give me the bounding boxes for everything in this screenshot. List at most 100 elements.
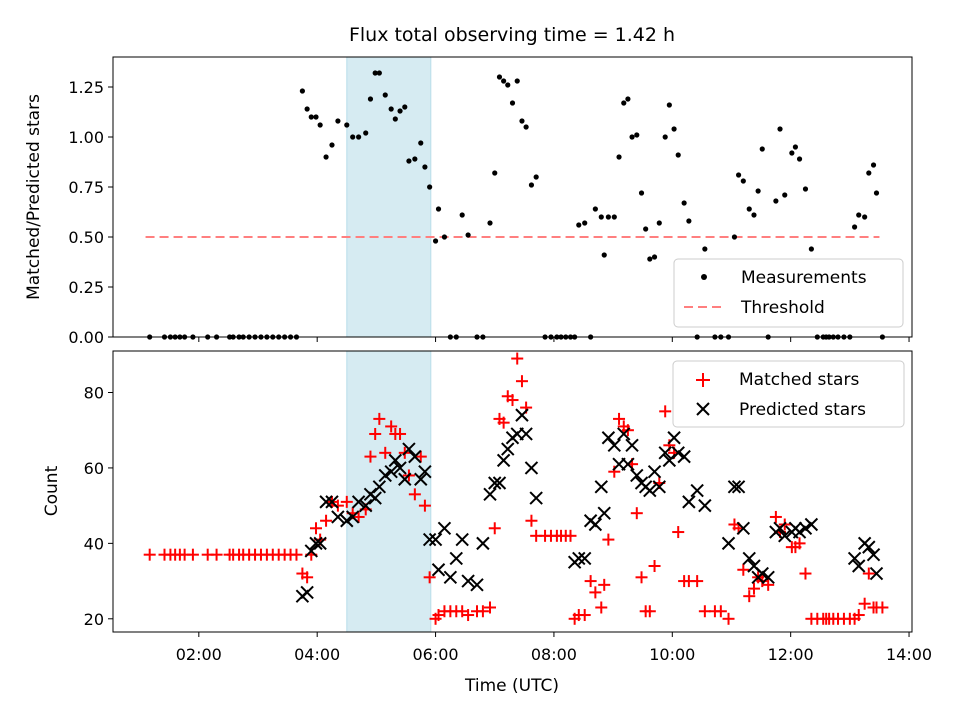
predicted-point [378,468,392,483]
predicted-point [721,536,736,551]
matched-point [659,405,672,418]
predicted-point [671,446,685,460]
matched-point [506,394,519,407]
predicted-point [682,495,696,509]
matched-point [714,605,727,618]
measurement-point [755,188,761,194]
predicted-point [428,532,443,547]
legend-label-matched: Matched stars [739,370,859,390]
predicted-point [483,487,497,502]
x-tick-label: 06:00 [413,645,459,664]
predicted-point [313,536,327,551]
predicted-point [761,570,775,585]
predicted-point [359,498,373,513]
y-tick-label: 80 [84,383,104,402]
top-panel: Flux total observing time = 1.42 h 0.00 0… [24,24,913,347]
predicted-point [778,529,792,543]
measurement-point [465,232,471,238]
matched-point [613,412,626,425]
measurement-point [406,158,412,164]
legend-label-measurements: Measurements [741,268,867,288]
bottom-panel: 20 40 60 80 02:00 04:00 06:00 08:00 10:00 12:00 1… [42,350,932,696]
predicted-point [393,461,407,475]
measurement-point [459,212,465,218]
measurement-point [873,190,880,196]
predicted-point [443,570,458,585]
measurement-point [870,162,877,168]
predicted-point [496,453,511,468]
predicted-point [625,438,639,453]
matched-point [630,507,643,520]
predicted-point [515,408,529,422]
measurement-point [388,106,394,112]
measurement-point [802,186,809,192]
matched-point [488,522,501,535]
measurement-point [363,130,369,136]
measurement-point [323,154,329,160]
predicted-point [690,483,704,498]
predicted-point [866,547,881,562]
y-tick-label: 40 [84,534,104,553]
measurement-point [501,78,507,84]
predicted-point [798,521,813,535]
predicted-point [630,468,644,483]
predicted-point [727,480,742,494]
matched-point [331,499,344,512]
predicted-point [529,491,543,505]
measurement-point [671,126,677,132]
predicted-point [572,551,586,566]
measurement-point [441,234,448,240]
matched-point [364,450,377,463]
measurement-point [304,106,310,112]
matched-point [793,537,806,550]
measurement-point [651,254,658,260]
matched-point [564,529,577,542]
observing-window-span [346,56,432,338]
matched-point [643,605,656,618]
measurement-point [496,74,503,80]
y-tick-label: 1.00 [68,128,104,147]
matched-point [476,605,489,618]
measurement-point [335,118,341,124]
predicted-point [437,521,452,535]
predicted-point [368,491,382,505]
predicted-point [398,472,412,486]
matched-point [290,548,303,561]
matched-point [394,427,407,440]
matched-point [210,548,223,561]
matched-point [310,522,323,535]
matched-point [799,567,812,580]
measurement-point [367,96,374,102]
predicted-point [731,480,746,494]
predicted-point [643,483,657,498]
bottom-axes-frame [112,350,913,633]
measurement-point [422,164,428,170]
predicted-point [461,574,475,588]
matched-point [578,609,591,622]
y-tick-label: 20 [84,610,104,629]
measurement-point [681,200,687,206]
predicted-point [847,551,862,566]
matched-point [143,548,156,561]
predicted-point [300,585,314,600]
measurement-point [592,206,598,212]
measurement-point [808,246,814,252]
predicted-point [455,532,469,547]
measurement-point [647,256,653,262]
matched-point [418,499,431,512]
predicted-point [804,517,819,532]
measurement-point [616,154,622,160]
measurement-point [344,122,350,128]
x-axis-label: Time (UTC) [464,676,559,696]
predicted-point [501,442,515,456]
predicted-point [431,563,446,577]
matched-point [515,375,528,388]
measurement-point [796,156,803,162]
measurement-point [308,114,314,120]
measurement-point [735,172,742,178]
measurement-point [634,132,640,138]
measurement-point [598,214,604,220]
measurement-point [313,114,319,120]
measurement-point [782,192,788,198]
matched-point [301,571,314,584]
